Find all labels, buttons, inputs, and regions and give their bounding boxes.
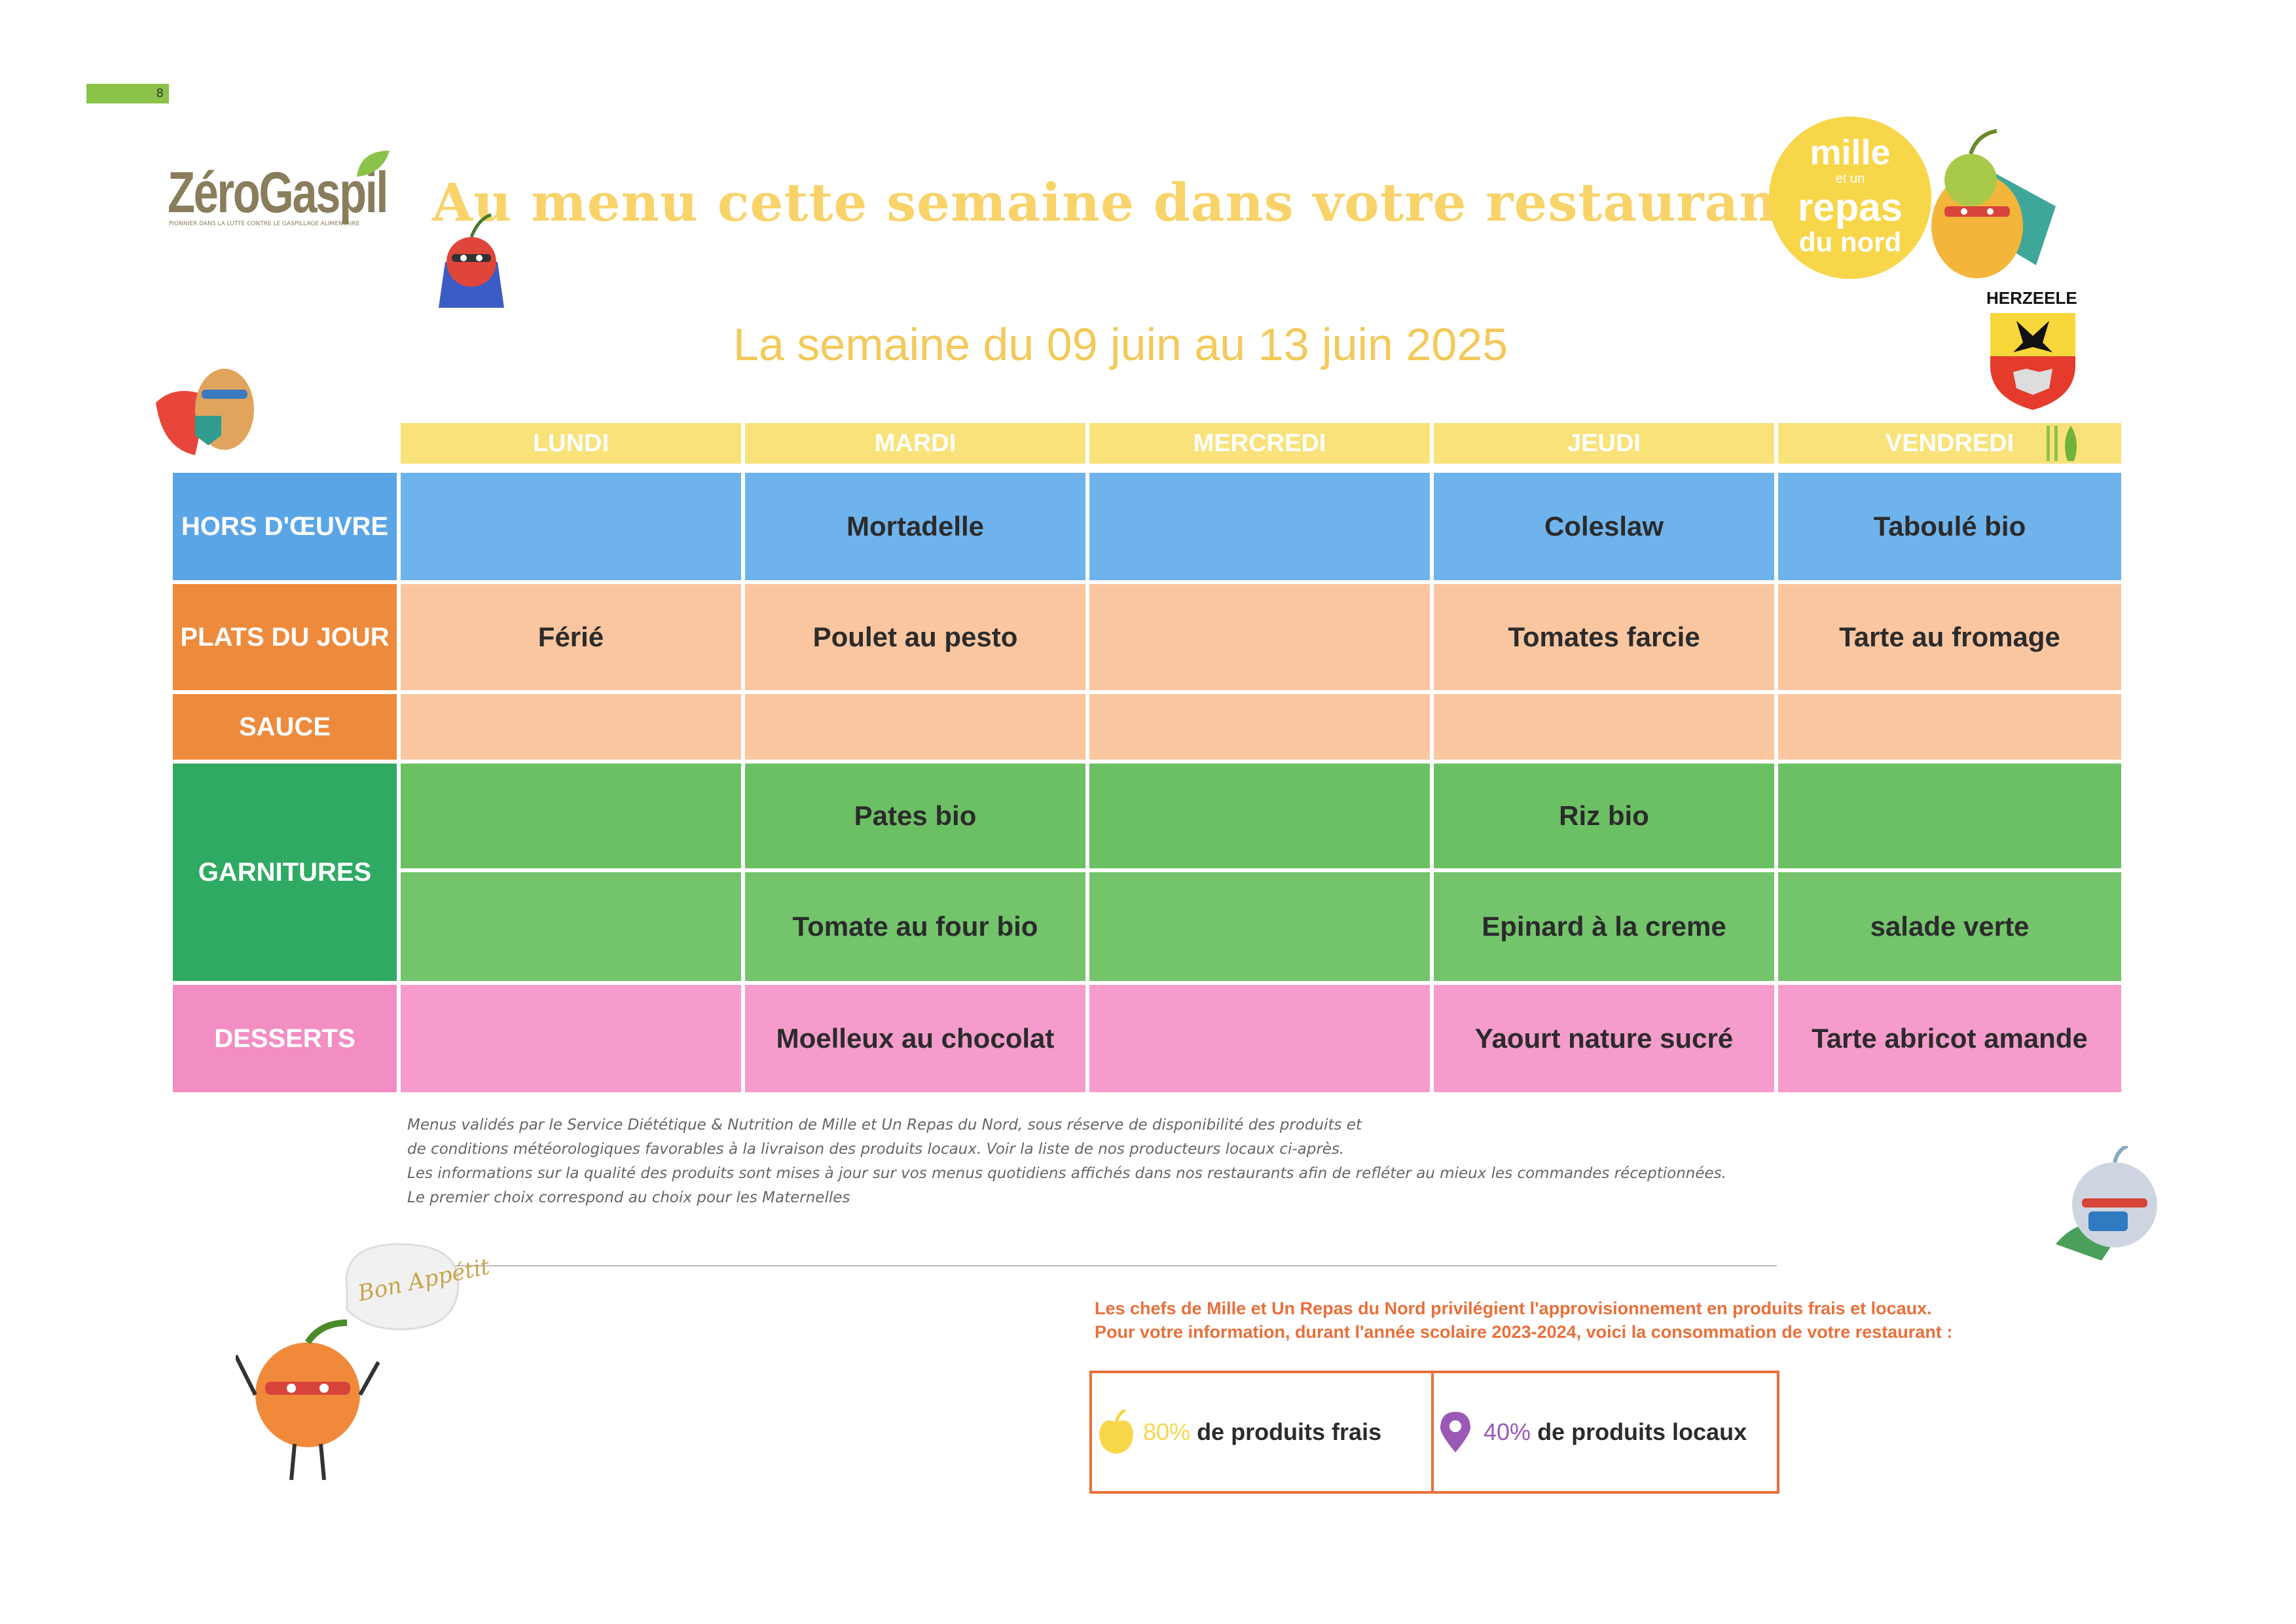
cell-desserts-vendredi: Tarte abricot amande: [1778, 985, 2121, 1092]
speech-bubble-icon: [345, 1243, 460, 1331]
cutlery-icon: [2047, 426, 2077, 461]
garlic-mascot-icon: [2056, 1146, 2157, 1261]
cell-garniture2-lundi: [401, 872, 741, 981]
cell-hors-oeuvre-lundi: [401, 473, 741, 580]
cell-plats-vendredi: Tarte au fromage: [1778, 584, 2121, 690]
cell-garniture1-jeudi: Riz bio: [1434, 764, 1774, 868]
coat-of-arms-icon: [1990, 313, 2075, 410]
divider-line: [452, 1265, 1777, 1266]
row-label-sauce: SAUCE: [173, 694, 397, 760]
pear-mascot-icon: [1931, 129, 2056, 278]
note-line: Les informations sur la qualité des prod…: [407, 1165, 1726, 1182]
cell-sauce-lundi: [401, 694, 741, 760]
row-label-garnitures: GARNITURES: [173, 764, 397, 981]
town-name: HERZEELE: [1986, 288, 2077, 308]
logo-line-3: repas: [1797, 185, 1903, 229]
day-header-lundi: LUNDI: [401, 423, 741, 464]
cell-sauce-mardi: [745, 694, 1085, 760]
cell-sauce-mercredi: [1089, 694, 1430, 760]
cell-hors-oeuvre-mercredi: [1089, 473, 1430, 580]
cell-garniture1-vendredi: [1778, 764, 2121, 868]
menu-notes: Menus validés par le Service Diététique …: [407, 1113, 1726, 1210]
cell-plats-lundi: Férié: [401, 584, 741, 690]
day-header-jeudi: JEUDI: [1434, 423, 1774, 464]
orange-mascot-icon: [236, 1320, 380, 1481]
fresh-label: de produits frais: [1197, 1418, 1382, 1445]
cell-garniture2-vendredi: salade verte: [1778, 872, 2121, 981]
cell-sauce-jeudi: [1434, 694, 1774, 760]
local-percent: 40%: [1484, 1418, 1531, 1445]
mille-repas-logo: mille et un repas du nord: [1769, 117, 1931, 279]
page-number: 8: [86, 84, 169, 103]
page-title: Au menu cette semaine dans votre restaur…: [432, 172, 1803, 233]
cell-desserts-mercredi: [1089, 985, 1430, 1092]
cell-garniture1-mardi: Pates bio: [745, 764, 1085, 868]
cherry-mascot-icon: [439, 213, 504, 308]
potato-mascot-icon: [156, 369, 254, 455]
cell-desserts-mardi: Moelleux au chocolat: [745, 985, 1085, 1092]
week-subtitle: La semaine du 09 juin au 13 juin 2025: [733, 319, 1508, 370]
leaf-icon: [357, 151, 390, 177]
cell-hors-oeuvre-mardi: Mortadelle: [745, 473, 1085, 580]
logo-line-4: du nord: [1798, 227, 1902, 257]
chefs-line: Pour votre information, durant l'année s…: [1095, 1322, 1953, 1342]
row-label-desserts: DESSERTS: [173, 985, 397, 1092]
location-pin-icon: [1440, 1412, 1471, 1452]
brand-name: ZéroGaspil: [168, 160, 388, 225]
logo-line-2: et un: [1835, 172, 1865, 186]
chefs-info: Les chefs de Mille et Un Repas du Nord p…: [1095, 1297, 1952, 1344]
cell-plats-mardi: Poulet au pesto: [745, 584, 1085, 690]
zerogaspil-logo: ZéroGaspil PIONNIER DANS LA LUTTE CONTRE…: [164, 147, 399, 232]
day-header-mercredi: MERCREDI: [1089, 423, 1430, 464]
row-label-plats: PLATS DU JOUR: [173, 584, 397, 690]
day-header-vendredi: VENDREDI: [1778, 423, 2121, 464]
stat-local: 40% de produits locaux: [1439, 1373, 1747, 1491]
logo-line-1: mille: [1810, 133, 1891, 172]
cell-desserts-lundi: [401, 985, 741, 1092]
row-label-hors-oeuvre: HORS D'ŒUVRE: [173, 473, 397, 580]
cell-garniture2-mardi: Tomate au four bio: [745, 872, 1085, 981]
brand-tagline: PIONNIER DANS LA LUTTE CONTRE LE GASPILL…: [169, 221, 360, 227]
cell-sauce-vendredi: [1778, 694, 2121, 760]
cell-garniture1-mercredi: [1089, 764, 1430, 868]
chefs-line: Les chefs de Mille et Un Repas du Nord p…: [1095, 1299, 1932, 1318]
note-line: de conditions météorologiques favorables…: [407, 1141, 1345, 1158]
stats-separator: [1431, 1373, 1434, 1491]
apple-icon: [1099, 1409, 1133, 1454]
cell-desserts-jeudi: Yaourt nature sucré: [1434, 985, 1774, 1092]
cell-plats-mercredi: [1089, 584, 1430, 690]
stat-fresh: 80% de produits frais: [1096, 1373, 1381, 1491]
cell-hors-oeuvre-vendredi: Taboulé bio: [1778, 473, 2121, 580]
note-line: Le premier choix correspond au choix pou…: [407, 1189, 850, 1206]
note-line: Menus validés par le Service Diététique …: [407, 1116, 1362, 1134]
stats-box: 80% de produits frais 40% de produits lo…: [1089, 1371, 1779, 1494]
fresh-percent: 80%: [1143, 1418, 1191, 1445]
cell-hors-oeuvre-jeudi: Coleslaw: [1434, 473, 1774, 580]
day-header-mardi: MARDI: [745, 423, 1085, 464]
cell-garniture2-jeudi: Epinard à la creme: [1434, 872, 1774, 981]
local-label: de produits locaux: [1537, 1418, 1747, 1445]
cell-garniture2-mercredi: [1089, 872, 1430, 981]
cell-garniture1-lundi: [401, 764, 741, 868]
cell-plats-jeudi: Tomates farcie: [1434, 584, 1774, 690]
